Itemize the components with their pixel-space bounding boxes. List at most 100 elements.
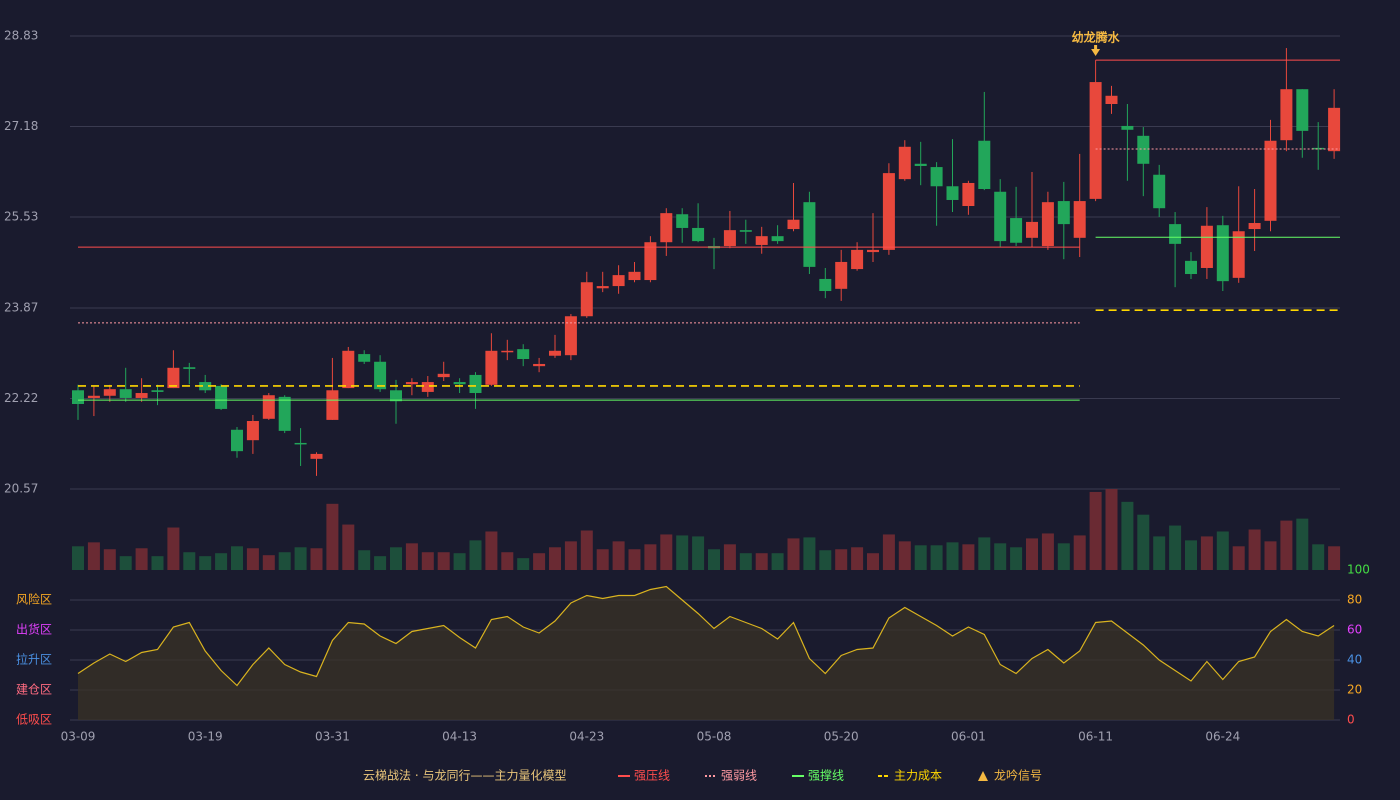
volume-bar xyxy=(485,531,498,570)
volume-bar xyxy=(628,549,641,570)
candle-body xyxy=(246,420,259,441)
volume-bar xyxy=(342,524,355,570)
candle-body xyxy=(946,186,959,200)
volume-bar xyxy=(119,556,132,570)
candle-body xyxy=(1010,218,1023,243)
candle-body xyxy=(1121,125,1134,130)
volume-bar xyxy=(167,527,180,570)
volume-bar xyxy=(1089,491,1102,570)
legend-label: 强撑线 xyxy=(808,768,844,783)
candle-body xyxy=(930,167,943,187)
candle-body xyxy=(596,286,609,289)
volume-bar xyxy=(1010,547,1023,570)
volume-bar xyxy=(851,547,864,570)
x-tick-label: 04-23 xyxy=(569,730,604,744)
volume-bar xyxy=(1041,533,1054,570)
volume-bar xyxy=(596,549,609,570)
candle-body xyxy=(278,396,291,431)
volume-bar xyxy=(151,556,164,570)
legend-label: 强压线 xyxy=(634,769,670,783)
volume-bar xyxy=(819,550,832,570)
candle-body xyxy=(1216,225,1229,282)
y-tick-label: 23.87 xyxy=(4,301,38,315)
volume-bar xyxy=(358,550,371,570)
candle-body xyxy=(1232,231,1245,278)
y-tick-label: 22.22 xyxy=(4,391,38,405)
volume-bar xyxy=(1232,546,1245,570)
volume-bar xyxy=(183,552,196,570)
volume-bar xyxy=(612,541,625,570)
candle-body xyxy=(851,249,864,270)
candle-body xyxy=(326,390,339,420)
volume-bar xyxy=(692,536,705,570)
volume-bar xyxy=(1264,541,1277,570)
y2-tick-label: 40 xyxy=(1347,653,1362,667)
volume-bar xyxy=(421,552,434,570)
candle-body xyxy=(358,354,371,362)
candle-body xyxy=(1153,174,1166,209)
candle-body xyxy=(771,236,784,242)
candle-body xyxy=(978,140,991,190)
candle-body xyxy=(1041,202,1054,247)
candle-body xyxy=(1137,135,1150,164)
volume-bar xyxy=(310,548,323,570)
legend-label: 龙吟信号 xyxy=(994,768,1042,783)
volume-bar xyxy=(390,547,402,570)
volume-bar xyxy=(246,548,259,570)
candle-body xyxy=(628,271,641,281)
zone-label: 低吸区 xyxy=(16,713,52,727)
candle-body xyxy=(898,146,911,180)
y2-tick-label: 80 xyxy=(1347,593,1362,607)
candle-body xyxy=(1073,201,1086,238)
volume-bar xyxy=(533,553,546,570)
volume-bar xyxy=(1026,538,1038,570)
candle-body xyxy=(151,390,164,392)
candle-body xyxy=(215,385,228,409)
volume-bar xyxy=(549,547,561,570)
candle-body xyxy=(421,382,434,392)
volume-bar xyxy=(676,535,689,570)
candle-body xyxy=(564,316,577,356)
candle-body xyxy=(517,349,530,360)
candle-body xyxy=(72,390,84,404)
legend-title: 云梯战法 · 与龙同行——主力量化模型 xyxy=(363,769,566,783)
candle-body xyxy=(835,261,848,289)
volume-bar xyxy=(294,547,307,570)
candle-body xyxy=(405,382,418,385)
candle-body xyxy=(676,214,689,228)
volume-bar xyxy=(1073,535,1086,570)
volume-bar xyxy=(1121,501,1134,570)
volume-bar xyxy=(405,543,418,570)
volume-bar xyxy=(135,548,148,570)
legend-label: 强弱线 xyxy=(721,769,757,783)
candle-body xyxy=(437,373,450,378)
volume-bar xyxy=(1105,489,1118,570)
legend-label: 主力成本 xyxy=(894,769,942,783)
candle-body xyxy=(803,202,816,267)
candle-body xyxy=(342,350,355,389)
volume-bar xyxy=(517,558,530,570)
candle-body xyxy=(199,382,212,391)
x-tick-label: 06-01 xyxy=(951,730,986,744)
signal-arrow xyxy=(1091,45,1101,56)
volume-bar xyxy=(660,534,673,570)
candle-body xyxy=(1296,89,1309,131)
candle-body xyxy=(787,219,800,230)
volume-bar xyxy=(978,537,991,570)
candle-body xyxy=(485,350,498,385)
volume-bar xyxy=(580,530,593,570)
volume-bar xyxy=(771,553,784,570)
candle-body xyxy=(1057,201,1070,225)
candle-body xyxy=(692,227,705,242)
candle-body xyxy=(135,393,148,398)
volume-bar xyxy=(882,534,895,570)
indicator-line xyxy=(77,585,1335,687)
volume-bar xyxy=(501,552,514,570)
candle-body xyxy=(167,367,180,389)
volume-bar xyxy=(1185,540,1197,570)
candle-body xyxy=(183,367,196,369)
candle-body xyxy=(660,213,673,243)
candle-body xyxy=(819,278,832,292)
candle-body xyxy=(1328,107,1341,152)
candle-body xyxy=(644,242,657,281)
